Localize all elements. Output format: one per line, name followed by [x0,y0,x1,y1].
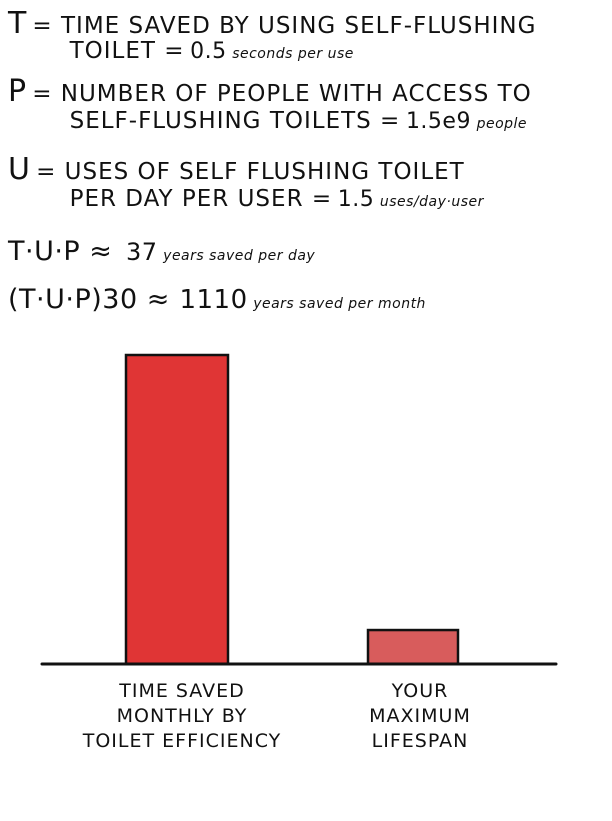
t-symbol: T [8,6,27,41]
bar-2 [366,628,460,666]
t-value: 0.5 [190,39,227,64]
u-definition-cont: PER DAY PER USER = [69,186,333,212]
tup30-expression: (T·U·P)30 ≈ [8,284,170,315]
chart-category-labels: TIME SAVED MONTHLY BY TOILET EFFICIENCY YOU… [82,680,471,752]
p-symbol: P [8,74,27,109]
category-label-1-line-3: TOILET EFFICIENCY [82,730,282,752]
p-unit: people [476,116,528,132]
category-label-2-line-3: LIFESPAN [372,730,469,752]
equation-tup: T·U·P ≈ 37 years saved per day [8,236,315,267]
u-symbol: U [8,152,31,187]
tup-value: 37 [126,238,158,266]
t-definition-cont: TOILET = [69,38,185,64]
chart-bars [124,353,460,666]
tup-expression: T·U·P ≈ [8,236,113,267]
equation-p-line2: SELF-FLUSHING TOILETS = 1.5e9 people [8,108,527,134]
equation-u-line2: PER DAY PER USER = 1.5 uses/day·user [8,186,484,212]
category-label-2-line-2: MAXIMUM [369,705,471,727]
p-value: 1.5e9 [405,109,471,134]
equation-p: P = NUMBER OF PEOPLE WITH ACCESS TO [8,74,532,109]
tup30-value: 1110 [179,285,248,315]
tup30-unit: years saved per month [253,296,426,312]
bar-1 [124,353,230,666]
p-definition: = NUMBER OF PEOPLE WITH ACCESS TO [32,81,532,107]
equation-u: U = USES OF SELF FLUSHING TOILET [8,152,465,187]
category-label-1-line-1: TIME SAVED [118,680,244,702]
t-unit: seconds per use [232,46,354,62]
equation-t-line2: TOILET = 0.5 seconds per use [8,38,354,64]
category-label-1-line-2: MONTHLY BY [117,705,248,727]
u-definition: = USES OF SELF FLUSHING TOILET [36,159,465,185]
equation-t: T = TIME SAVED BY USING SELF-FLUSHING [8,6,536,41]
p-definition-cont: SELF-FLUSHING TOILETS = [69,108,401,134]
u-value: 1.5 [337,187,375,212]
t-definition: = TIME SAVED BY USING SELF-FLUSHING [32,13,537,39]
equation-tup30: (T·U·P)30 ≈ 1110 years saved per month [8,284,426,315]
category-label-2-line-1: YOUR [391,680,449,702]
tup-unit: years saved per day [163,248,316,264]
u-unit: uses/day·user [379,194,484,210]
